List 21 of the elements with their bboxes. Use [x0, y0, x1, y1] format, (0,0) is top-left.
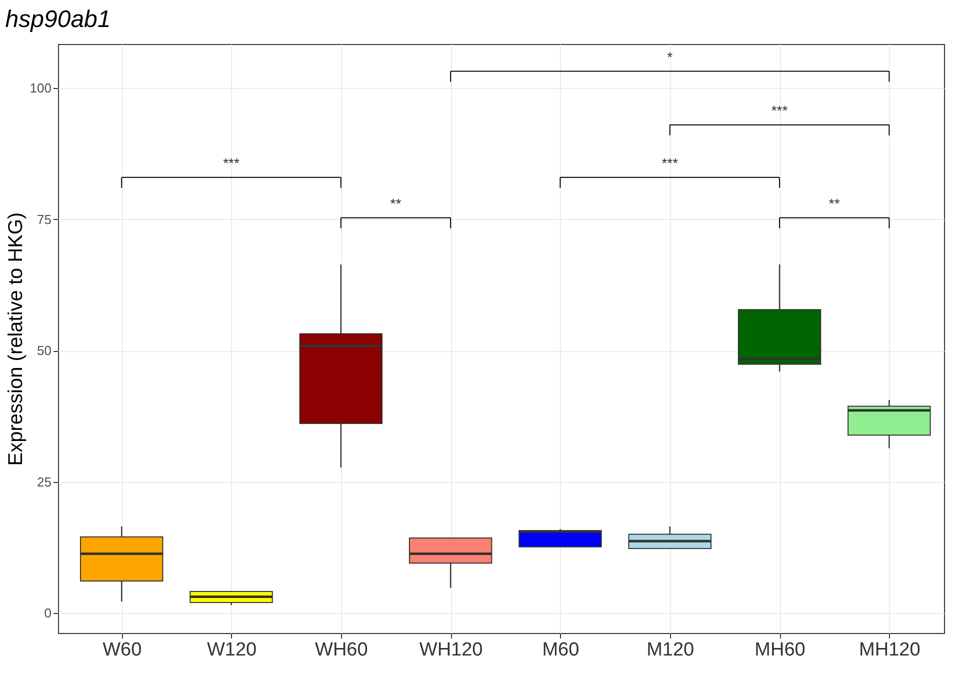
- x-tick-label: WH120: [419, 640, 483, 660]
- annotation: *: [667, 49, 674, 65]
- y-tick-label: 100: [30, 80, 52, 96]
- chart-title: hsp90ab1: [5, 6, 111, 33]
- y-tick-label: 25: [37, 474, 52, 490]
- x-tick-label: W60: [102, 640, 142, 660]
- annotation: ***: [662, 155, 679, 172]
- y-tick-label: 0: [44, 606, 52, 621]
- annotation: ***: [771, 102, 788, 119]
- x-tick-label: WH60: [315, 640, 368, 660]
- annotation: ***: [223, 155, 240, 172]
- x-tick-label: W120: [206, 640, 257, 660]
- x-tick-label: MH60: [754, 640, 806, 660]
- annotation: **: [390, 195, 402, 212]
- x-tick-label: M60: [542, 640, 580, 660]
- y-tick-label: 75: [37, 212, 52, 227]
- annotation: **: [828, 195, 840, 212]
- y-tick-label: 50: [37, 343, 52, 358]
- x-tick-label: M120: [646, 640, 694, 660]
- x-tick-label: MH120: [859, 640, 920, 660]
- y-axis-title: Expression (relative to HKG): [4, 212, 27, 466]
